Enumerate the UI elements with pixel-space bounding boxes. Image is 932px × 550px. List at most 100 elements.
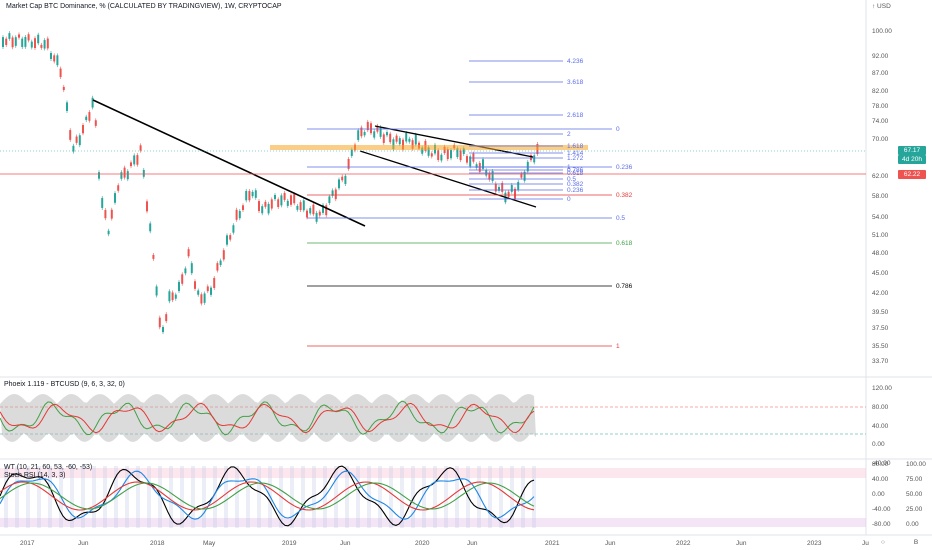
candle-body (46, 38, 49, 49)
phoeix-title[interactable]: Phoeix 1.119 - BTCUSD (9, 6, 3, 32, 0) (4, 381, 125, 388)
resistance-zone[interactable] (270, 145, 588, 150)
candle-body (459, 150, 462, 161)
candle-body (402, 139, 404, 150)
candle-body (344, 175, 347, 184)
wt-bar (367, 466, 371, 528)
candle-body (43, 40, 46, 49)
candle-body (264, 201, 267, 207)
candle-body (165, 314, 168, 322)
auto-scale-button[interactable]: ○ (881, 539, 885, 546)
fib-ext-label: 1.414 (567, 150, 584, 157)
wt-bar (213, 466, 217, 528)
candle-body (277, 199, 280, 208)
fib-ext-label: 1 (567, 164, 571, 171)
candle-body (312, 204, 315, 215)
wt-bar (411, 466, 415, 528)
candle-body (408, 138, 411, 142)
log-scale-button[interactable]: B (913, 539, 919, 546)
candle-body (350, 149, 353, 156)
wt-bar (246, 466, 250, 528)
candle-body (85, 116, 88, 121)
candle-body (360, 127, 363, 137)
trendline-channel-top[interactable] (374, 125, 534, 158)
fib-level-label: 1 (616, 343, 620, 350)
candle-body (254, 190, 257, 198)
candle-body (114, 193, 116, 203)
candle-body (184, 268, 187, 274)
phoeix-band (0, 394, 536, 442)
price-axis-label: 58.00 (872, 193, 889, 200)
pane2-right-axis-label: 75.00 (906, 476, 923, 483)
wt-bar (136, 466, 140, 528)
pane2-right-axis-label: 25.00 (906, 506, 923, 513)
candle-body (130, 162, 132, 167)
wt-bar (290, 466, 294, 528)
candle-body (427, 147, 430, 156)
candle-body (258, 201, 260, 212)
candle-body (357, 130, 360, 140)
candle-body (325, 205, 328, 216)
candle-body (414, 134, 417, 145)
candle-body (133, 155, 136, 165)
phoeix-pane[interactable]: 120.00 80.00 40.00 0.00 -40.00 (0, 385, 892, 467)
price-axis[interactable]: 100.00 92.00 87.00 82.00 78.00 74.00 70.00 62.0… (872, 28, 892, 365)
candle-body (315, 212, 318, 222)
candle-body (280, 195, 283, 206)
candle-body (178, 281, 180, 292)
candle-body (59, 68, 62, 77)
price-axis-label: 62.00 (872, 173, 889, 180)
candle-body (347, 158, 350, 169)
wt-bar (422, 466, 426, 528)
candle-body (395, 135, 398, 142)
candle-body (363, 131, 366, 136)
candle-body (309, 208, 312, 214)
candle-body (213, 277, 216, 288)
wt-bar (488, 466, 492, 528)
candle-body (174, 294, 177, 299)
wt-bar (345, 466, 349, 528)
stoch-title[interactable]: Stoch RSI (14, 3, 3) (4, 472, 66, 479)
wt-stoch-pane[interactable]: 80.00 40.00 0.00 -40.00 -80.00 100.00 75.00 50.… (0, 461, 926, 528)
trendline-descending[interactable] (92, 99, 366, 227)
trendline-channel-bottom[interactable] (359, 150, 537, 208)
candle-body (302, 200, 305, 211)
candle-body (155, 286, 158, 296)
wt-bar (301, 466, 305, 528)
candle-body (251, 191, 254, 197)
time-axis[interactable]: 2017 Jun 2018 May 2019 Jun 2020 Jun 2021 Jun 2022 J… (20, 540, 869, 547)
pane2-axis-label: 0.00 (872, 491, 885, 498)
candle-body (472, 153, 475, 162)
candle-body (373, 131, 376, 138)
pane1-axis-label: 40.00 (872, 423, 889, 430)
wt2-line (0, 470, 535, 520)
candle-body (411, 140, 414, 149)
time-axis-label: Jun (78, 540, 89, 547)
time-axis-label: Jun (736, 540, 747, 547)
wt-bar (202, 466, 206, 528)
price-axis-label: 39.50 (872, 309, 889, 316)
candle-body (30, 41, 33, 48)
candle-body (136, 155, 139, 165)
candle-body (338, 179, 340, 189)
price-axis-label: 48.00 (872, 250, 889, 257)
wt-bar (477, 466, 481, 528)
candle-body (226, 235, 228, 245)
price-axis-label: 37.50 (872, 325, 889, 332)
price-axis-label: 70.00 (872, 136, 889, 143)
pane2-axis-label: -80.00 (872, 521, 891, 528)
candle-body (126, 171, 129, 180)
wt-title[interactable]: WT (10, 21, 60, 53, -60, -53) (4, 464, 93, 471)
currency-button[interactable]: ↑ USD (872, 3, 891, 10)
candle-body (389, 133, 392, 143)
candle-body (296, 205, 299, 210)
candle-body (270, 199, 273, 209)
wt-bar (125, 466, 129, 528)
candle-body (446, 149, 449, 160)
candle-body (56, 55, 59, 66)
wt-bar (191, 466, 195, 528)
candle-body (482, 159, 484, 169)
current-price-tag: 67.17 (898, 146, 926, 155)
price-axis-label: 35.50 (872, 343, 889, 350)
